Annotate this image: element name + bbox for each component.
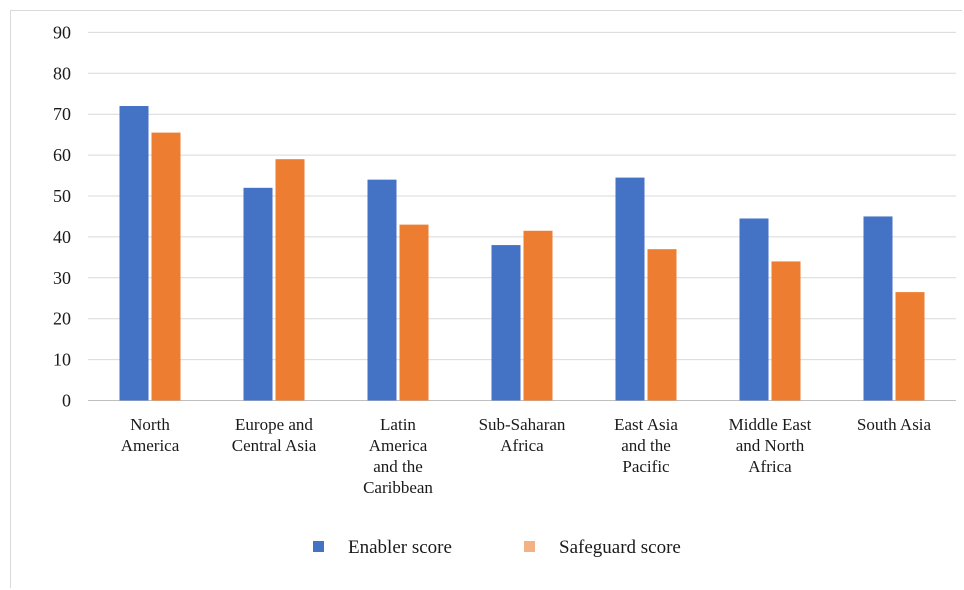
x-category-label: Sub-Saharan Africa (479, 415, 566, 455)
bar-enabler-score (491, 245, 521, 401)
x-category-label: East Asia and the Pacific (614, 415, 678, 476)
legend-swatch (313, 541, 324, 552)
x-category-label: Middle East and North Africa (729, 415, 812, 476)
y-tick-label: 60 (53, 145, 71, 165)
bar-safeguard-score (647, 249, 677, 401)
bar-enabler-score (367, 179, 397, 401)
bar-safeguard-score (151, 132, 181, 401)
legend-item-safeguard-score: Safeguard score (524, 537, 681, 558)
y-tick-label: 80 (53, 63, 71, 83)
legend-label: Safeguard score (559, 537, 681, 558)
legend-label: Enabler score (348, 537, 452, 558)
bar-enabler-score (739, 218, 769, 401)
y-tick-label: 90 (53, 22, 71, 42)
x-category-label: North America (121, 415, 180, 455)
legend: Enabler score Safeguard score (313, 537, 681, 558)
chart-frame: 0102030405060708090100 NorthAmericaEurop… (10, 10, 962, 588)
legend-swatch (524, 541, 535, 552)
x-category-label: Latin America and the Caribbean (363, 415, 433, 497)
bars (119, 106, 925, 401)
bar-enabler-score (615, 177, 645, 401)
y-axis: 0102030405060708090100 (53, 22, 71, 411)
y-tick-label: 0 (62, 391, 71, 411)
y-tick-label: 30 (53, 268, 71, 288)
legend-item-enabler-score: Enabler score (313, 537, 452, 558)
bar-safeguard-score (275, 159, 305, 401)
bar-safeguard-score (895, 292, 925, 401)
bar-chart: 0102030405060708090100 NorthAmericaEurop… (53, 22, 956, 558)
bar-enabler-score (863, 216, 893, 401)
bar-safeguard-score (771, 261, 801, 401)
y-tick-label: 40 (53, 227, 71, 247)
x-category-label: Europe and Central Asia (232, 415, 317, 455)
y-tick-label: 70 (53, 104, 71, 124)
y-tick-label: 10 (53, 350, 71, 370)
bar-safeguard-score (399, 224, 429, 401)
y-tick-label: 50 (53, 186, 71, 206)
x-axis: North America Europe and Central Asia Latin A… (121, 415, 932, 497)
x-category-label: South Asia (857, 415, 932, 434)
bar-enabler-score (243, 187, 273, 401)
y-tick-label: 20 (53, 309, 71, 329)
gridlines (88, 31, 956, 401)
bar-enabler-score (119, 106, 149, 401)
bar-safeguard-score (523, 230, 553, 401)
